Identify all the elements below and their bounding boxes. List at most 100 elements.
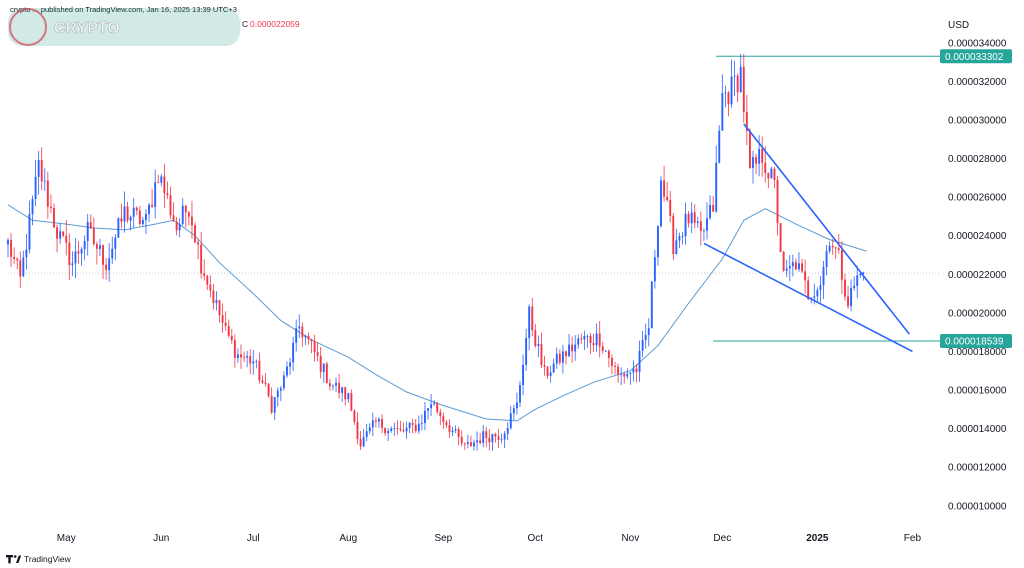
candle-body (261, 380, 264, 383)
candle-body (782, 251, 785, 271)
candle-body (454, 429, 457, 431)
candle-body (525, 337, 528, 365)
trend-layer[interactable] (703, 123, 913, 353)
candle-body (191, 216, 193, 226)
price-tag-label: 0.000033302 (945, 52, 1004, 63)
candle-body (141, 219, 144, 225)
candle-body (68, 242, 71, 266)
candle-body (212, 290, 215, 304)
candle-body (736, 75, 739, 93)
candle-body (653, 257, 656, 282)
candle-body (663, 180, 666, 197)
candle-body (95, 243, 98, 249)
candle-body (273, 397, 276, 413)
candle-body (696, 221, 699, 223)
candle-body (301, 326, 304, 338)
candle-body (322, 363, 325, 372)
candle-body (684, 213, 687, 237)
candle-body (209, 284, 212, 291)
candle-body (313, 341, 316, 353)
y-tick-label: 0.000030000 (948, 115, 1007, 126)
candle-body (641, 340, 644, 351)
candle-body (748, 130, 751, 168)
x-tick-label: Feb (904, 533, 922, 544)
candle-body (742, 66, 745, 113)
candle-body (105, 264, 108, 271)
candle-body (292, 342, 295, 363)
candle-body (37, 159, 40, 177)
candle-body (776, 179, 779, 224)
candle-body (730, 76, 733, 105)
candle-body (457, 429, 460, 437)
candle-body (22, 257, 25, 277)
candle-body (519, 385, 521, 403)
candle-body (230, 335, 233, 341)
candle-body (675, 240, 678, 255)
footer-brand: TradingView (24, 554, 72, 564)
candle-body (338, 382, 341, 393)
candle-body (469, 442, 472, 447)
candle-body (258, 360, 261, 381)
candle-body (319, 355, 322, 372)
candle-body (307, 335, 310, 340)
header: crypto ... published on TradingView.com,… (8, 5, 300, 46)
candle-body (791, 262, 794, 267)
candle-body (607, 350, 610, 358)
candle-body (779, 223, 782, 252)
candle-body (332, 385, 334, 387)
candle-body (494, 433, 497, 437)
candle-body (166, 193, 169, 196)
candle-body (626, 373, 629, 377)
candle-body (785, 268, 788, 271)
candle-body (135, 207, 138, 211)
candle-body (825, 251, 828, 268)
close-label: C (242, 19, 248, 29)
x-tick-label: Aug (339, 533, 357, 544)
trendline[interactable] (743, 123, 910, 335)
candle-body (727, 92, 730, 105)
candle-body (488, 438, 491, 443)
price-axis[interactable]: 0.000034000 0.000032000 0.000030000 0.00002… (948, 38, 1007, 512)
time-axis[interactable]: May Jun Jul Aug Sep Oct Nov Dec 2025 Feb (57, 533, 922, 544)
candle-body (448, 425, 451, 433)
candle-body (767, 172, 770, 179)
level-layer (8, 55, 940, 342)
candle-body (515, 402, 518, 409)
y-tick-label: 0.000034000 (948, 38, 1007, 49)
candle-body (540, 343, 543, 366)
candle-body (463, 443, 466, 445)
candle-body (408, 422, 411, 428)
candle-body (270, 396, 273, 413)
candle-body (813, 296, 816, 298)
x-tick-label: Dec (713, 533, 731, 544)
candle-body (169, 195, 172, 216)
y-tick-label: 0.000020000 (948, 308, 1007, 319)
candle-body (620, 374, 623, 375)
candle-body (276, 390, 279, 398)
candle-body (715, 162, 718, 212)
candle-body (647, 328, 650, 335)
candle-body (611, 357, 613, 366)
candle-body (595, 333, 598, 346)
candle-body (702, 230, 705, 232)
candle-body (699, 221, 702, 232)
candle-body (739, 66, 742, 93)
candle-body (445, 422, 448, 426)
candle-body (148, 204, 150, 214)
candle-body (19, 260, 22, 277)
candle-body (393, 428, 396, 429)
candle-body (693, 212, 696, 223)
candle-body (580, 338, 583, 340)
candle-body (246, 356, 249, 358)
candle-body (53, 208, 55, 228)
candle-body (62, 231, 65, 236)
candle-body (856, 275, 859, 286)
candle-body (629, 372, 632, 374)
candle-body (690, 212, 693, 224)
trendline[interactable] (703, 242, 913, 353)
candle-body (114, 237, 117, 249)
candle-body (49, 206, 52, 209)
candle-body (617, 366, 620, 375)
candle-body (56, 227, 58, 239)
